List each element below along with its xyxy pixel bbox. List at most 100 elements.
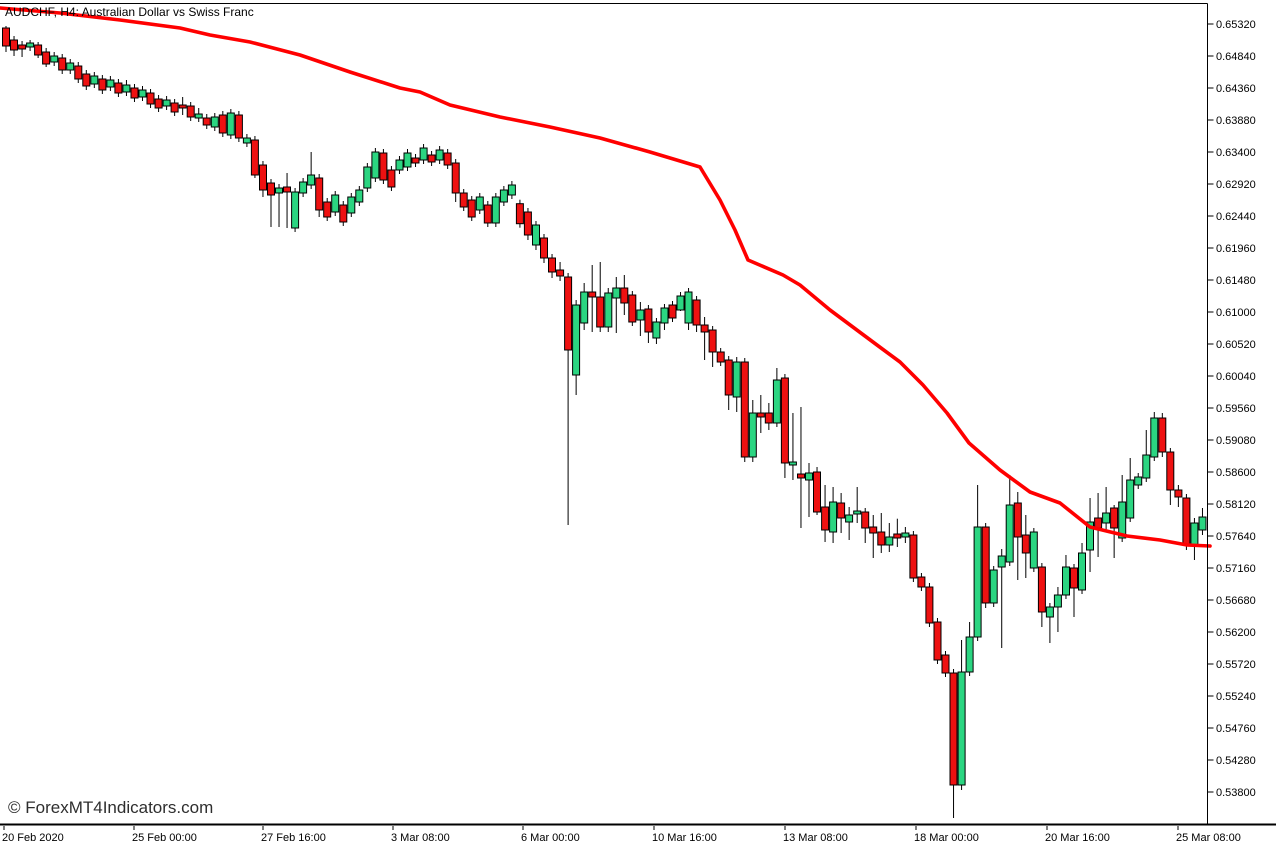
candle bbox=[74, 65, 83, 80]
candle bbox=[965, 636, 974, 673]
price-label: 0.62440 bbox=[1216, 211, 1256, 223]
candle bbox=[949, 672, 958, 786]
candle bbox=[299, 181, 308, 194]
candle bbox=[829, 501, 838, 533]
candle bbox=[676, 295, 685, 311]
candle bbox=[315, 177, 324, 211]
candle bbox=[909, 534, 918, 579]
candle bbox=[234, 114, 243, 139]
candle bbox=[411, 157, 420, 164]
candle bbox=[1118, 501, 1127, 539]
candle bbox=[10, 39, 18, 51]
candle bbox=[162, 99, 171, 107]
candle bbox=[26, 42, 35, 48]
candle bbox=[42, 51, 51, 65]
time-label: 13 Mar 08:00 bbox=[783, 832, 848, 844]
candle bbox=[379, 152, 388, 181]
candle bbox=[604, 292, 613, 328]
price-axis[interactable]: 0.65320 0.64840 0.64360 0.63880 0.63400 0.629… bbox=[1207, 19, 1256, 799]
candle bbox=[540, 237, 548, 259]
candle bbox=[1070, 567, 1078, 589]
candle bbox=[572, 304, 581, 376]
candle bbox=[1062, 566, 1070, 596]
price-label: 0.65320 bbox=[1216, 19, 1256, 31]
candle bbox=[34, 44, 43, 56]
chart-title: AUDCHF, H4: Australian Dollar vs Swiss F… bbox=[5, 5, 254, 19]
candle bbox=[1150, 417, 1159, 458]
candle bbox=[732, 361, 741, 398]
candle bbox=[114, 82, 123, 94]
candle bbox=[1005, 504, 1014, 563]
candle bbox=[1126, 479, 1135, 519]
candle bbox=[756, 412, 765, 418]
candle bbox=[154, 98, 163, 109]
time-label: 20 Mar 16:00 bbox=[1045, 832, 1110, 844]
candle bbox=[499, 189, 508, 203]
candle bbox=[813, 471, 821, 513]
price-label: 0.61000 bbox=[1216, 307, 1256, 319]
candle bbox=[82, 73, 91, 87]
price-label: 0.55240 bbox=[1216, 691, 1256, 703]
candle bbox=[837, 502, 846, 519]
candle bbox=[652, 321, 661, 339]
candle bbox=[202, 117, 211, 126]
candle bbox=[1102, 512, 1111, 524]
price-label: 0.54280 bbox=[1216, 755, 1256, 767]
candle bbox=[507, 184, 516, 196]
candle bbox=[877, 531, 886, 546]
time-label: 10 Mar 16:00 bbox=[652, 832, 717, 844]
time-label: 6 Mar 00:00 bbox=[521, 832, 580, 844]
candle bbox=[548, 257, 556, 273]
price-label: 0.64840 bbox=[1216, 51, 1256, 63]
candle bbox=[387, 169, 396, 188]
candle bbox=[307, 174, 316, 186]
candle bbox=[917, 576, 926, 588]
price-label: 0.59080 bbox=[1216, 435, 1256, 447]
candle bbox=[957, 671, 966, 786]
candle bbox=[267, 182, 275, 196]
candle bbox=[780, 377, 789, 464]
candle bbox=[1086, 521, 1094, 551]
price-label: 0.62920 bbox=[1216, 179, 1256, 191]
candles-layer bbox=[2, 26, 1207, 818]
price-label: 0.60520 bbox=[1216, 339, 1256, 351]
candle bbox=[427, 154, 436, 163]
candle bbox=[403, 152, 412, 168]
candle bbox=[467, 199, 476, 218]
price-label: 0.63400 bbox=[1216, 147, 1256, 159]
price-label: 0.60040 bbox=[1216, 371, 1256, 383]
candle bbox=[355, 189, 364, 203]
candle bbox=[283, 186, 291, 193]
candle bbox=[845, 514, 854, 523]
candle bbox=[620, 287, 629, 304]
candle bbox=[748, 412, 757, 458]
candle bbox=[475, 196, 484, 211]
price-label: 0.57160 bbox=[1216, 563, 1256, 575]
candle bbox=[788, 461, 797, 466]
candle bbox=[772, 379, 781, 424]
time-axis[interactable]: 20 Feb 2020 25 Feb 00:00 27 Feb 16:00 3 Mar… bbox=[2, 826, 1241, 844]
price-label: 0.58600 bbox=[1216, 467, 1256, 479]
candle bbox=[941, 654, 950, 674]
candle bbox=[668, 304, 677, 319]
moving-average-layer bbox=[0, 6, 1212, 548]
candle bbox=[218, 114, 227, 134]
candle bbox=[981, 526, 990, 604]
candle bbox=[636, 309, 645, 321]
candle bbox=[869, 526, 878, 534]
time-label: 20 Feb 2020 bbox=[2, 832, 64, 844]
candle bbox=[18, 44, 27, 50]
candle bbox=[435, 149, 444, 161]
candle bbox=[523, 211, 532, 236]
chart-border bbox=[0, 3, 1276, 826]
candle bbox=[708, 329, 717, 353]
candle bbox=[660, 307, 669, 324]
candle bbox=[2, 27, 10, 47]
candle bbox=[395, 159, 404, 171]
candle bbox=[1037, 566, 1046, 613]
candle bbox=[186, 105, 195, 118]
price-label: 0.61480 bbox=[1216, 275, 1256, 287]
candle bbox=[1094, 517, 1103, 529]
candle bbox=[740, 361, 749, 458]
